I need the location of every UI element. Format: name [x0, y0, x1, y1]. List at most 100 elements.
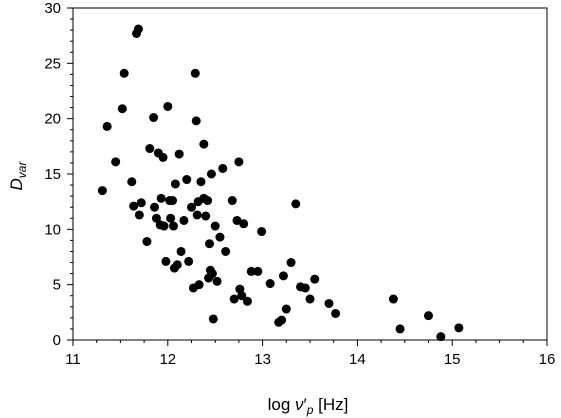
data-points: [97, 24, 464, 342]
data-point: [278, 271, 288, 281]
data-point: [174, 149, 184, 159]
plot-frame: [72, 7, 548, 341]
data-point: [129, 201, 139, 211]
data-point: [208, 314, 218, 324]
data-point: [331, 308, 341, 318]
x-tick-labels: 11 12 13 14 15 16: [65, 351, 555, 368]
data-point: [454, 323, 464, 333]
data-point: [286, 258, 296, 268]
data-point: [150, 202, 160, 212]
x-tick-label: 16: [539, 351, 556, 368]
data-point: [136, 198, 146, 208]
data-point: [149, 113, 159, 123]
data-point: [199, 139, 209, 149]
y-tick-label: 20: [44, 111, 61, 128]
data-point: [158, 152, 168, 162]
data-point: [97, 186, 107, 196]
y-tick-label: 5: [53, 277, 61, 294]
data-point: [242, 296, 252, 306]
y-tick-label: 0: [53, 332, 61, 349]
data-point: [203, 196, 213, 206]
data-point: [145, 144, 155, 154]
data-point: [265, 279, 275, 289]
data-point: [133, 24, 143, 34]
data-point: [232, 215, 242, 225]
x-axis-title-nu: ν: [295, 395, 304, 414]
data-point: [102, 121, 112, 131]
data-point: [117, 104, 127, 114]
data-point: [166, 213, 176, 223]
data-point: [184, 256, 194, 266]
data-point: [187, 202, 196, 212]
data-point: [194, 280, 204, 290]
data-point: [119, 68, 129, 78]
data-point: [300, 283, 310, 293]
data-point: [277, 315, 287, 325]
data-point: [206, 169, 216, 179]
y-tick-label: 30: [44, 0, 61, 17]
x-tick-label: 13: [254, 351, 271, 368]
x-axis-title-prime: ′: [304, 395, 307, 414]
data-point: [210, 221, 220, 231]
y-axis-title-sub: var: [15, 161, 29, 179]
data-point: [170, 179, 180, 189]
data-point: [201, 211, 211, 221]
y-axis-title-base: D: [7, 178, 26, 190]
x-axis-title-base: log: [268, 395, 295, 414]
data-point: [305, 294, 315, 304]
y-tick-label: 15: [44, 166, 61, 183]
data-point: [163, 101, 173, 111]
x-tick-label: 15: [444, 351, 461, 368]
data-point: [142, 237, 152, 247]
data-point: [192, 210, 202, 220]
data-point: [179, 215, 189, 225]
data-point: [215, 232, 225, 242]
x-tick-label: 14: [349, 351, 366, 368]
data-point: [324, 298, 334, 308]
data-point: [227, 196, 237, 206]
axis-ticks: [67, 7, 548, 346]
data-point: [161, 256, 171, 266]
data-point: [134, 210, 144, 220]
data-point: [191, 116, 201, 126]
y-tick-label: 25: [44, 55, 61, 72]
data-point: [436, 332, 446, 342]
data-point: [156, 193, 166, 203]
data-point: [281, 304, 291, 314]
data-point: [221, 246, 231, 256]
data-point: [190, 68, 200, 78]
data-point: [168, 221, 178, 231]
data-point: [237, 291, 247, 301]
data-point: [168, 196, 178, 206]
data-point: [246, 266, 256, 276]
data-point: [176, 246, 186, 256]
data-point: [111, 157, 121, 167]
data-point: [207, 269, 217, 279]
data-point: [151, 213, 161, 223]
data-point: [291, 199, 301, 209]
data-point: [257, 227, 267, 237]
x-axis-title: log ν′p [Hz]: [268, 395, 349, 417]
data-point: [172, 260, 182, 270]
x-axis-title-unit: [Hz]: [313, 395, 348, 414]
data-point: [212, 276, 222, 286]
data-point: [127, 177, 137, 187]
data-point: [395, 324, 405, 334]
y-tick-labels: 0 5 10 15 20 25 30: [44, 0, 61, 349]
plot-area-border: [72, 7, 548, 341]
x-tick-label: 11: [65, 351, 81, 368]
data-point: [310, 274, 320, 284]
data-point: [196, 177, 206, 187]
y-axis-title: Dvar: [7, 161, 29, 191]
data-point: [424, 311, 433, 321]
data-point: [388, 294, 398, 304]
data-point: [229, 294, 239, 304]
data-point: [253, 266, 263, 276]
data-point: [159, 221, 169, 231]
data-point: [239, 219, 249, 229]
y-tick-label: 10: [44, 221, 61, 238]
data-point: [218, 163, 228, 173]
data-point: [234, 157, 244, 167]
data-point: [182, 175, 192, 185]
